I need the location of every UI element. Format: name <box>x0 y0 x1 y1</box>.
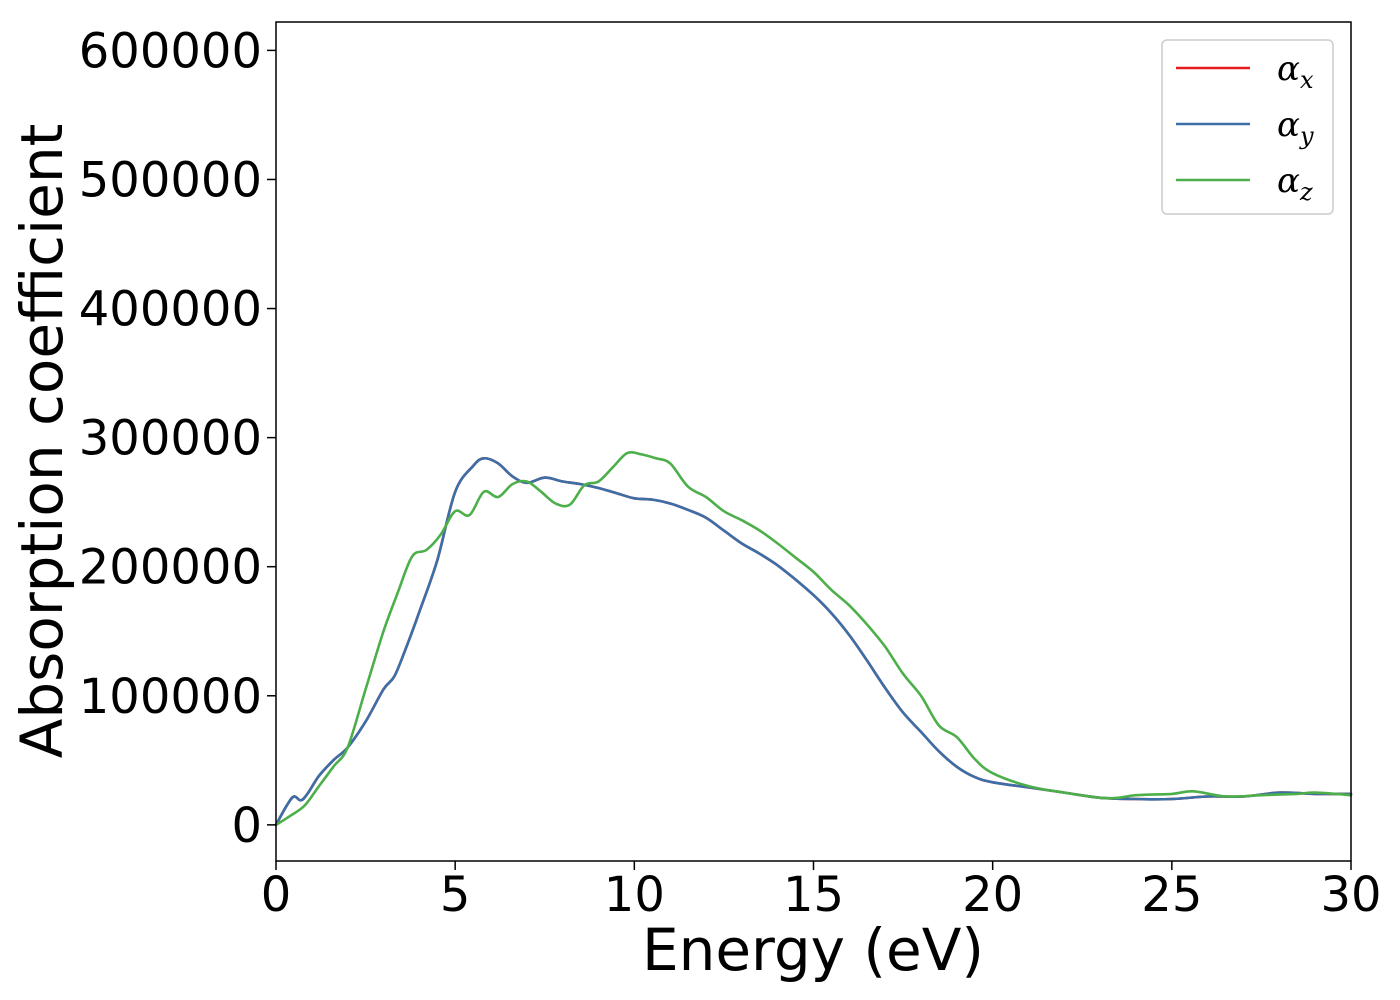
series-line-alpha-z <box>274 450 1353 827</box>
x-tick-label: 15 <box>783 867 844 923</box>
x-tick-label: 30 <box>1320 867 1381 923</box>
y-tick-label: 100000 <box>79 669 262 725</box>
x-axis-title: Energy (eV) <box>642 916 984 984</box>
legend-box <box>1161 39 1334 215</box>
x-tick-label: 10 <box>604 867 665 923</box>
x-tick-label: 5 <box>440 867 471 923</box>
x-tick-label: 0 <box>261 867 292 923</box>
y-tick-label: 300000 <box>79 411 262 467</box>
y-axis-title: Absorption coefficient <box>8 124 76 759</box>
series-line-alpha-y <box>274 456 1353 827</box>
x-axis: 0 5 10 15 20 25 30 <box>261 861 1382 923</box>
x-tick-label: 25 <box>1141 867 1202 923</box>
y-axis: 0 100000 200000 300000 400000 500000 600000 <box>79 23 276 854</box>
y-tick-label: 400000 <box>79 282 262 338</box>
y-tick-label: 0 <box>231 798 262 854</box>
x-tick-label: 20 <box>962 867 1023 923</box>
series-line-alpha-x <box>274 456 1353 827</box>
y-tick-label: 600000 <box>79 23 262 79</box>
y-tick-label: 500000 <box>79 152 262 208</box>
series-layer <box>274 450 1353 827</box>
y-tick-label: 200000 <box>79 540 262 596</box>
